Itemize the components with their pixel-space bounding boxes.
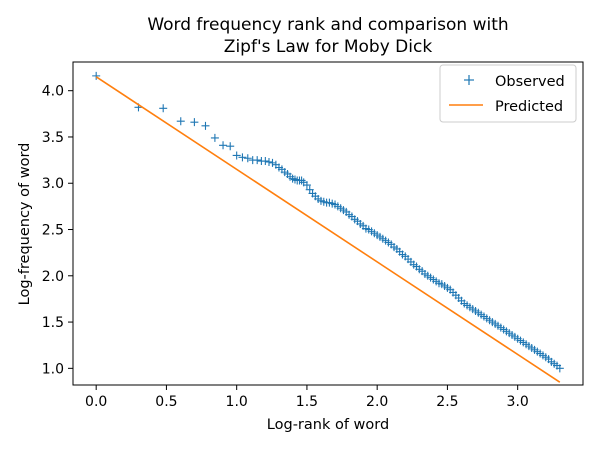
observed-series <box>92 71 564 373</box>
observed-point <box>219 141 228 150</box>
y-tick-label: 2.0 <box>42 269 64 285</box>
observed-point <box>555 364 564 373</box>
observed-point <box>190 118 199 127</box>
x-tick-label: 3.0 <box>507 394 529 410</box>
legend-observed-label: Observed <box>495 74 565 90</box>
y-axis-ticks: 1.0 1.5 2.0 2.5 3.0 3.5 4.0 <box>42 84 73 377</box>
observed-point <box>243 154 252 163</box>
observed-point <box>238 153 247 162</box>
y-tick-label: 4.0 <box>42 84 64 100</box>
x-tick-label: 1.5 <box>296 394 318 410</box>
legend: Observed Predicted <box>439 64 577 123</box>
x-tick-label: 1.0 <box>226 394 248 410</box>
observed-point <box>253 156 262 165</box>
x-axis-ticks: 0.0 0.5 1.0 1.5 2.0 2.5 3.0 <box>85 385 529 410</box>
observed-point <box>159 104 168 113</box>
observed-point <box>264 157 273 166</box>
predicted-series <box>95 76 561 383</box>
observed-point <box>226 142 235 151</box>
legend-observed-marker <box>464 75 474 85</box>
observed-point <box>261 157 270 166</box>
legend-predicted-label: Predicted <box>495 99 563 115</box>
x-tick-label: 0.0 <box>85 394 107 410</box>
plot-area: 0.0 0.5 1.0 1.5 2.0 2.5 3.0 1.0 1.5 2.0 2.5 3.0 3.5… <box>42 61 584 410</box>
observed-point <box>268 158 277 167</box>
y-tick-label: 1.0 <box>42 361 64 377</box>
observed-point <box>176 117 185 126</box>
y-tick-label: 3.5 <box>42 130 64 146</box>
x-tick-label: 0.5 <box>155 394 177 410</box>
observed-point <box>297 176 306 185</box>
y-tick-label: 3.0 <box>42 176 64 192</box>
predicted-line <box>95 76 561 383</box>
legend-box <box>439 64 577 123</box>
x-axis-label: Log-rank of word <box>267 417 389 433</box>
axes-frame <box>72 61 584 386</box>
y-tick-label: 2.5 <box>42 223 64 239</box>
observed-point <box>302 181 311 190</box>
y-axis-label: Log-frequency of word <box>17 143 33 306</box>
chart-title-line-2: Zipf's Law for Moby Dick <box>224 37 433 57</box>
observed-point <box>232 151 241 160</box>
chart-title-line-1: Word frequency rank and comparison with <box>147 15 508 35</box>
observed-point <box>201 121 210 130</box>
x-tick-label: 2.5 <box>436 394 458 410</box>
observed-point <box>92 71 101 80</box>
observed-point <box>210 133 219 142</box>
x-tick-label: 2.0 <box>366 394 388 410</box>
y-tick-label: 1.5 <box>42 315 64 331</box>
